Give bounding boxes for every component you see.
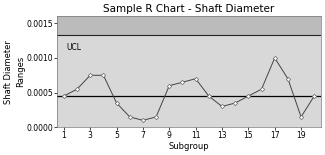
Bar — [57, 16, 321, 35]
Y-axis label: Shaft Diameter
Ranges: Shaft Diameter Ranges — [4, 40, 25, 104]
Text: UCL: UCL — [67, 43, 82, 52]
X-axis label: Subgroup: Subgroup — [169, 142, 209, 151]
Title: Sample R Chart - Shaft Diameter: Sample R Chart - Shaft Diameter — [103, 4, 275, 14]
